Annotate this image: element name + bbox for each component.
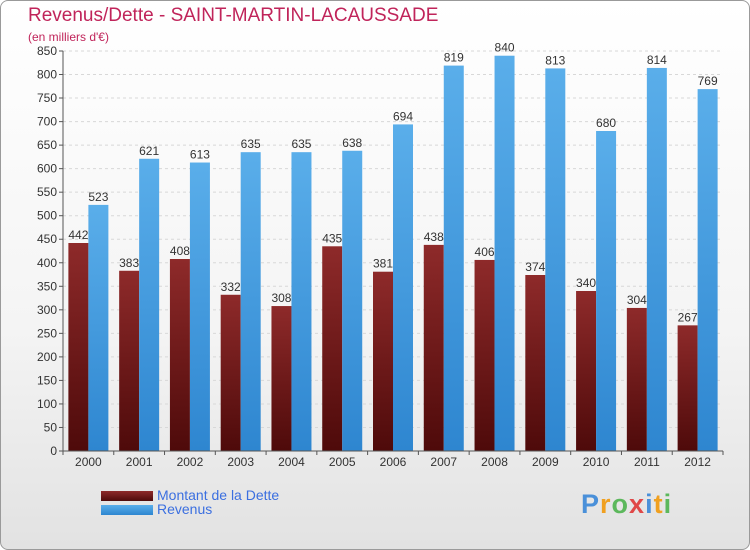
logo-letter: o	[611, 489, 630, 519]
bar-revenus	[443, 65, 464, 452]
bar-revenus	[139, 158, 160, 451]
bar-dette	[626, 307, 647, 451]
legend-label-dette: Montant de la Dette	[157, 487, 280, 503]
x-tick-label: 2007	[430, 455, 457, 469]
y-tick-label: 500	[37, 209, 57, 223]
legend-label-revenus: Revenus	[157, 501, 213, 517]
bar-revenus	[646, 67, 667, 452]
data-label: 406	[475, 245, 495, 259]
x-tick-label: 2010	[583, 455, 610, 469]
bar-dette	[68, 243, 89, 451]
bar-dette	[271, 306, 292, 451]
y-tick-label: 250	[37, 326, 57, 340]
bar-dette	[373, 271, 393, 451]
data-label: 435	[322, 231, 342, 245]
data-label: 680	[596, 116, 616, 130]
data-label: 308	[271, 291, 291, 305]
y-tick-label: 650	[37, 138, 57, 152]
proxiti-logo: Proxiti	[581, 489, 672, 520]
data-label: 635	[291, 137, 311, 151]
bar-dette	[677, 325, 698, 451]
data-label: 819	[444, 51, 464, 65]
data-label: 381	[373, 257, 393, 271]
data-label: 635	[241, 137, 261, 151]
x-tick-label: 2006	[380, 455, 407, 469]
legend-swatch-dette	[101, 491, 153, 501]
data-label: 267	[678, 310, 698, 324]
y-tick-label: 450	[37, 232, 57, 246]
bar-dette	[576, 291, 597, 451]
data-label: 374	[525, 260, 545, 274]
bar-dette	[169, 259, 190, 451]
data-label: 304	[627, 293, 647, 307]
y-tick-label: 150	[37, 373, 57, 387]
y-tick-label: 700	[37, 115, 57, 129]
data-label: 408	[170, 244, 190, 258]
bar-revenus	[342, 150, 363, 451]
y-tick-label: 850	[37, 44, 57, 58]
y-tick-label: 350	[37, 279, 57, 293]
bar-revenus	[189, 162, 210, 451]
data-label: 438	[424, 230, 444, 244]
y-tick-label: 300	[37, 303, 57, 317]
logo-letter: P	[581, 489, 601, 519]
y-tick-label: 800	[37, 68, 57, 82]
data-label: 814	[647, 53, 667, 67]
bar-revenus	[393, 124, 413, 451]
x-tick-label: 2000	[75, 455, 102, 469]
y-tick-label: 400	[37, 256, 57, 270]
data-label: 523	[88, 190, 108, 204]
data-label: 621	[139, 144, 159, 158]
x-tick-label: 2004	[278, 455, 305, 469]
data-label: 332	[221, 280, 241, 294]
y-tick-label: 0	[50, 444, 57, 458]
bar-dette	[322, 246, 343, 451]
data-label: 769	[698, 74, 718, 88]
y-tick-label: 550	[37, 185, 57, 199]
y-tick-label: 50	[44, 420, 58, 434]
x-tick-label: 2009	[532, 455, 559, 469]
logo-letter: t	[653, 489, 664, 519]
bar-dette	[119, 270, 140, 451]
x-tick-label: 2011	[634, 455, 660, 469]
x-tick-label: 2001	[126, 455, 153, 469]
x-tick-label: 2003	[227, 455, 254, 469]
data-label: 813	[545, 53, 565, 67]
logo-letter: i	[645, 489, 654, 519]
data-label: 442	[68, 228, 88, 242]
y-tick-label: 600	[37, 162, 57, 176]
bar-dette	[525, 275, 546, 451]
y-tick-label: 100	[37, 397, 57, 411]
bar-revenus	[697, 89, 718, 451]
bar-revenus	[240, 152, 261, 452]
chart-title: Revenus/Dette - SAINT-MARTIN-LACAUSSADE	[28, 5, 439, 26]
logo-letter: x	[629, 489, 646, 519]
x-tick-label: 2005	[329, 455, 356, 469]
legend-swatch-revenus	[101, 505, 153, 515]
bar-dette	[220, 294, 241, 451]
bar-revenus	[88, 204, 109, 451]
data-label: 840	[495, 41, 515, 55]
data-label: 613	[190, 148, 210, 162]
data-label: 638	[342, 136, 362, 150]
x-tick-label: 2012	[684, 455, 711, 469]
logo-letter: i	[663, 489, 673, 519]
y-axis-unit-label: (en milliers d'€)	[28, 30, 109, 44]
bar-revenus	[494, 55, 515, 452]
x-tick-label: 2002	[177, 455, 204, 469]
data-label: 383	[119, 256, 139, 270]
bar-revenus	[596, 131, 617, 451]
x-tick-label: 2008	[481, 455, 508, 469]
logo-letter: r	[600, 489, 612, 519]
y-tick-label: 750	[37, 91, 57, 105]
data-label: 694	[393, 109, 413, 123]
bar-dette	[423, 244, 444, 451]
y-tick-label: 200	[37, 350, 57, 364]
bar-revenus	[291, 152, 312, 452]
data-label: 340	[576, 276, 596, 290]
bar-revenus	[545, 68, 566, 451]
bar-dette	[474, 259, 495, 451]
